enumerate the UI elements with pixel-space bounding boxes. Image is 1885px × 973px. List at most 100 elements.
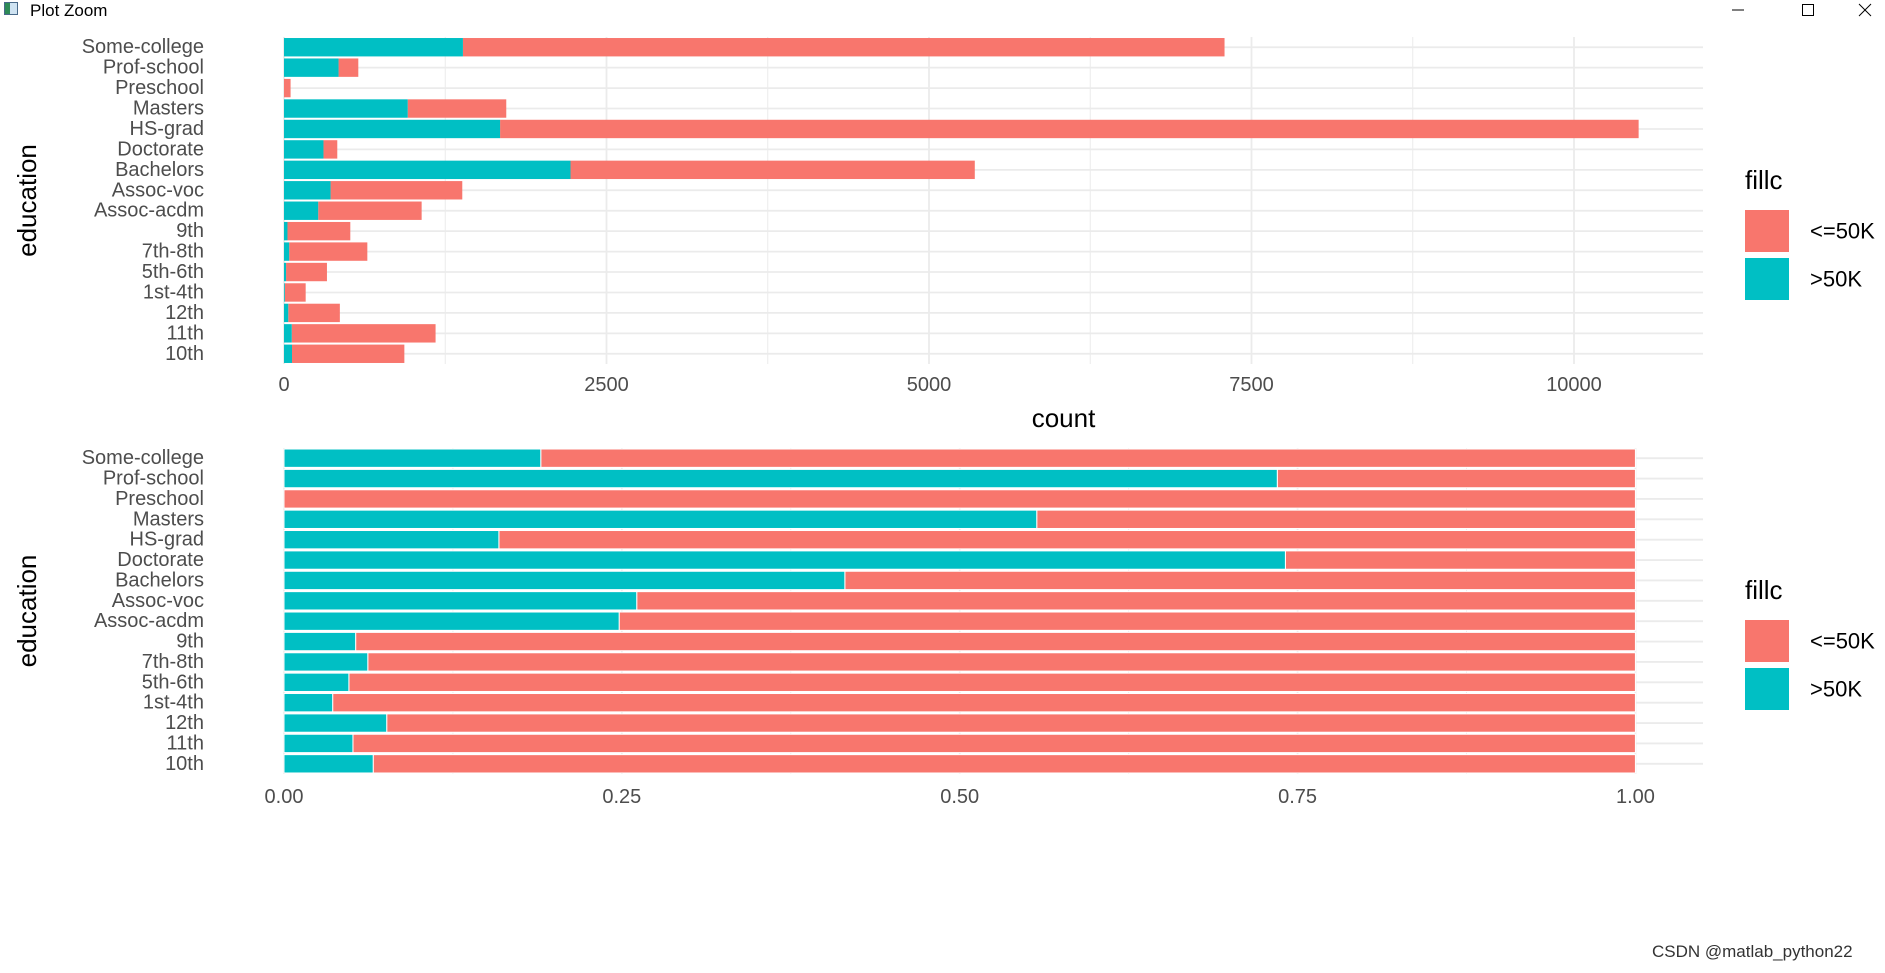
- x-tick-label: 0.75: [1278, 786, 1317, 808]
- legend-key-gt-50k: [1745, 668, 1789, 710]
- legend-title: fillc: [1745, 575, 1783, 605]
- plot-canvas: Some-collegeProf-schoolPreschoolMastersH…: [12, 36, 1875, 808]
- bar-gt50k-1st-4th: [284, 283, 285, 302]
- bar-gt50k-9th: [283, 631, 357, 652]
- bar-gt50k-assoc-voc: [283, 591, 638, 611]
- y-tick-label-preschool: Preschool: [115, 77, 204, 99]
- y-tick-label-5th-6th: 5th-6th: [142, 671, 204, 693]
- bar-le50k-masters: [1036, 509, 1636, 529]
- bar-le50k-1st-4th: [284, 283, 306, 302]
- bar-gt50k-11th: [283, 733, 354, 754]
- bar-gt50k-5th-6th: [284, 262, 287, 282]
- bar-gt50k-10th: [283, 754, 374, 774]
- y-tick-label-11th: 11th: [167, 322, 204, 344]
- bar-le50k-7th-8th: [289, 242, 368, 261]
- bar-le50k-assoc-acdm: [618, 611, 1636, 631]
- bar-le50k-hs-grad: [500, 119, 1639, 139]
- bar-le50k-preschool: [283, 489, 1636, 509]
- y-tick-label-some-college: Some-college: [82, 36, 204, 58]
- watermark: CSDN @matlab_python22: [1652, 942, 1853, 961]
- x-tick-label: 7500: [1229, 374, 1274, 396]
- y-tick-label-prof-school: Prof-school: [103, 57, 204, 79]
- y-tick-label-doctorate: Doctorate: [117, 138, 204, 160]
- y-tick-label-5th-6th: 5th-6th: [142, 261, 204, 283]
- legend-label-gt-50k: >50K: [1810, 267, 1862, 292]
- window-title: Plot Zoom: [30, 1, 108, 20]
- bar-le50k-11th: [291, 324, 436, 343]
- bar-gt50k-some-college: [284, 38, 463, 57]
- legend-label-le-50k: <=50K: [1810, 629, 1875, 654]
- y-tick-label-10th: 10th: [165, 753, 204, 775]
- minimize-button[interactable]: [1718, 0, 1758, 20]
- x-tick-label: 0.50: [940, 786, 979, 808]
- y-tick-label-masters: Masters: [133, 508, 204, 530]
- bar-gt50k-7th-8th: [284, 242, 290, 261]
- bar-le50k-assoc-acdm: [318, 201, 422, 220]
- bar-gt50k-hs-grad: [284, 119, 501, 139]
- y-tick-label-9th: 9th: [176, 220, 204, 242]
- bar-le50k-5th-6th: [348, 672, 1636, 692]
- bar-gt50k-hs-grad: [283, 530, 500, 550]
- bar-le50k-5th-6th: [286, 262, 327, 282]
- bar-gt50k-12th: [284, 303, 289, 323]
- bar-gt50k-some-college: [283, 448, 542, 468]
- window-titlebar: Plot Zoom: [0, 0, 1885, 20]
- legend-key-le-50k: [1745, 620, 1789, 662]
- bar-le50k-12th: [386, 713, 1636, 733]
- bar-gt50k-7th-8th: [283, 652, 369, 672]
- y-tick-label-11th: 11th: [167, 732, 204, 754]
- y-tick-label-12th: 12th: [165, 712, 204, 734]
- legend-key-le-50k: [1745, 210, 1789, 252]
- minimize-icon: [1732, 9, 1744, 11]
- bar-gt50k-1st-4th: [283, 693, 334, 713]
- bar-gt50k-bachelors: [283, 570, 846, 591]
- x-axis-title: count: [1032, 403, 1096, 433]
- bar-gt50k-prof-school: [283, 468, 1278, 489]
- y-tick-label-assoc-voc: Assoc-voc: [112, 179, 204, 201]
- bar-le50k-9th: [355, 631, 1636, 652]
- bar-le50k-11th: [352, 733, 1636, 754]
- bar-gt50k-assoc-acdm: [284, 201, 319, 220]
- bar-le50k-doctorate: [1284, 550, 1636, 570]
- bar-le50k-7th-8th: [367, 652, 1636, 672]
- maximize-button[interactable]: [1788, 0, 1828, 20]
- bar-le50k-10th: [372, 754, 1636, 774]
- y-tick-label-masters: Masters: [133, 98, 204, 120]
- bar-gt50k-assoc-acdm: [283, 611, 620, 631]
- y-tick-label-bachelors: Bachelors: [115, 569, 204, 591]
- bar-gt50k-5th-6th: [283, 672, 350, 692]
- y-tick-label-7th-8th: 7th-8th: [142, 241, 204, 263]
- y-tick-label-1st-4th: 1st-4th: [143, 692, 204, 714]
- y-tick-label-prof-school: Prof-school: [103, 468, 204, 490]
- chart-panel-count: Some-collegeProf-schoolPreschoolMastersH…: [12, 36, 1875, 433]
- x-tick-label: 0.00: [265, 786, 304, 808]
- x-tick-label: 10000: [1546, 374, 1602, 396]
- bar-gt50k-10th: [284, 344, 292, 363]
- x-tick-label: 5000: [907, 374, 952, 396]
- bar-le50k-hs-grad: [498, 530, 1636, 550]
- bar-le50k-some-college: [462, 38, 1225, 57]
- y-tick-label-10th: 10th: [165, 343, 204, 365]
- bar-le50k-some-college: [540, 448, 1636, 468]
- maximize-icon: [1802, 4, 1814, 16]
- bar-le50k-assoc-voc: [636, 591, 1636, 611]
- y-tick-label-hs-grad: HS-grad: [130, 118, 204, 140]
- x-tick-label: 1.00: [1616, 786, 1655, 808]
- y-tick-label-9th: 9th: [176, 631, 204, 653]
- legend-title: fillc: [1745, 165, 1783, 195]
- legend: fillc <=50K >50K: [1745, 575, 1875, 710]
- close-button[interactable]: [1845, 0, 1885, 20]
- y-tick-label-some-college: Some-college: [82, 447, 204, 469]
- bar-le50k-9th: [287, 221, 351, 241]
- bar-le50k-prof-school: [338, 58, 359, 77]
- y-tick-label-7th-8th: 7th-8th: [142, 651, 204, 673]
- bar-gt50k-9th: [284, 221, 288, 241]
- x-tick-label: 0.25: [602, 786, 641, 808]
- legend-key-gt-50k: [1745, 258, 1789, 300]
- y-tick-label-1st-4th: 1st-4th: [143, 281, 204, 303]
- y-tick-label-assoc-acdm: Assoc-acdm: [94, 610, 204, 632]
- plot-zoom-app-icon: [4, 2, 18, 15]
- bar-gt50k-prof-school: [284, 58, 339, 77]
- bar-gt50k-doctorate: [283, 550, 1286, 570]
- legend-label-le-50k: <=50K: [1810, 219, 1875, 244]
